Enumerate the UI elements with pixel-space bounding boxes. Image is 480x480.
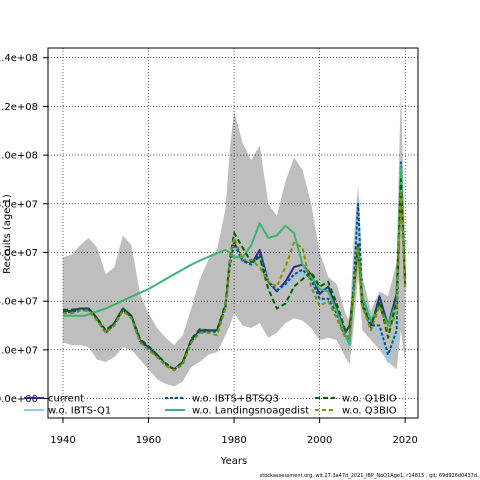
series-line-w-o-q3bio xyxy=(63,193,407,372)
series-line-w-o-q1bio xyxy=(63,178,407,371)
series-layer xyxy=(63,161,407,372)
y-tick-label: 1.4e+08 xyxy=(0,53,38,64)
legend-label: current xyxy=(48,394,84,405)
y-tick-label: 6.0e+07 xyxy=(0,248,38,259)
legend-label: w.o. IBTS-Q1 xyxy=(48,406,111,417)
legend-label: w.o. Q1BIO xyxy=(342,394,397,405)
legend-label: w.o. IBTS+BTSQ3 xyxy=(192,394,279,405)
x-tick-label: 1940 xyxy=(50,435,75,446)
y-tick-label: 4.0e+07 xyxy=(0,297,38,308)
series-line-w-o-landingsnoagedist xyxy=(63,166,407,346)
y-tick-label: 8.0e+07 xyxy=(0,199,38,210)
plot-frame xyxy=(47,47,419,419)
y-axis-label: Recruits (age 1) xyxy=(2,194,13,274)
x-axis-label: Years xyxy=(220,456,247,467)
y-tick-label: 2.0e+07 xyxy=(0,345,38,356)
footer-provenance: stockassessment.org, wit.27.3a47d_2021_I… xyxy=(260,473,477,479)
confidence-band xyxy=(63,86,406,387)
confidence-band-layer xyxy=(63,86,406,387)
legend-label: w.o. Landingsnoagedist xyxy=(192,406,309,417)
x-tick-label: 2000 xyxy=(307,435,332,446)
y-tick-label: 1.2e+08 xyxy=(0,102,38,113)
legend: current w.o. IBTS+BTSQ3 w.o. Q1BIO w.o. IBT… xyxy=(24,394,397,417)
legend-label: w.o. Q3BIO xyxy=(342,406,397,417)
x-tick-label: 2020 xyxy=(392,435,417,446)
y-tick-label: 1.0e+08 xyxy=(0,151,38,162)
tick-layer: 1940 1960 1980 2000 2020 0.0e+00 2.0e+07 4.0e+0… xyxy=(0,53,418,446)
y-tick-label: 0.0e+00 xyxy=(0,394,38,405)
x-tick-label: 1960 xyxy=(136,435,161,446)
x-tick-label: 1980 xyxy=(221,435,246,446)
